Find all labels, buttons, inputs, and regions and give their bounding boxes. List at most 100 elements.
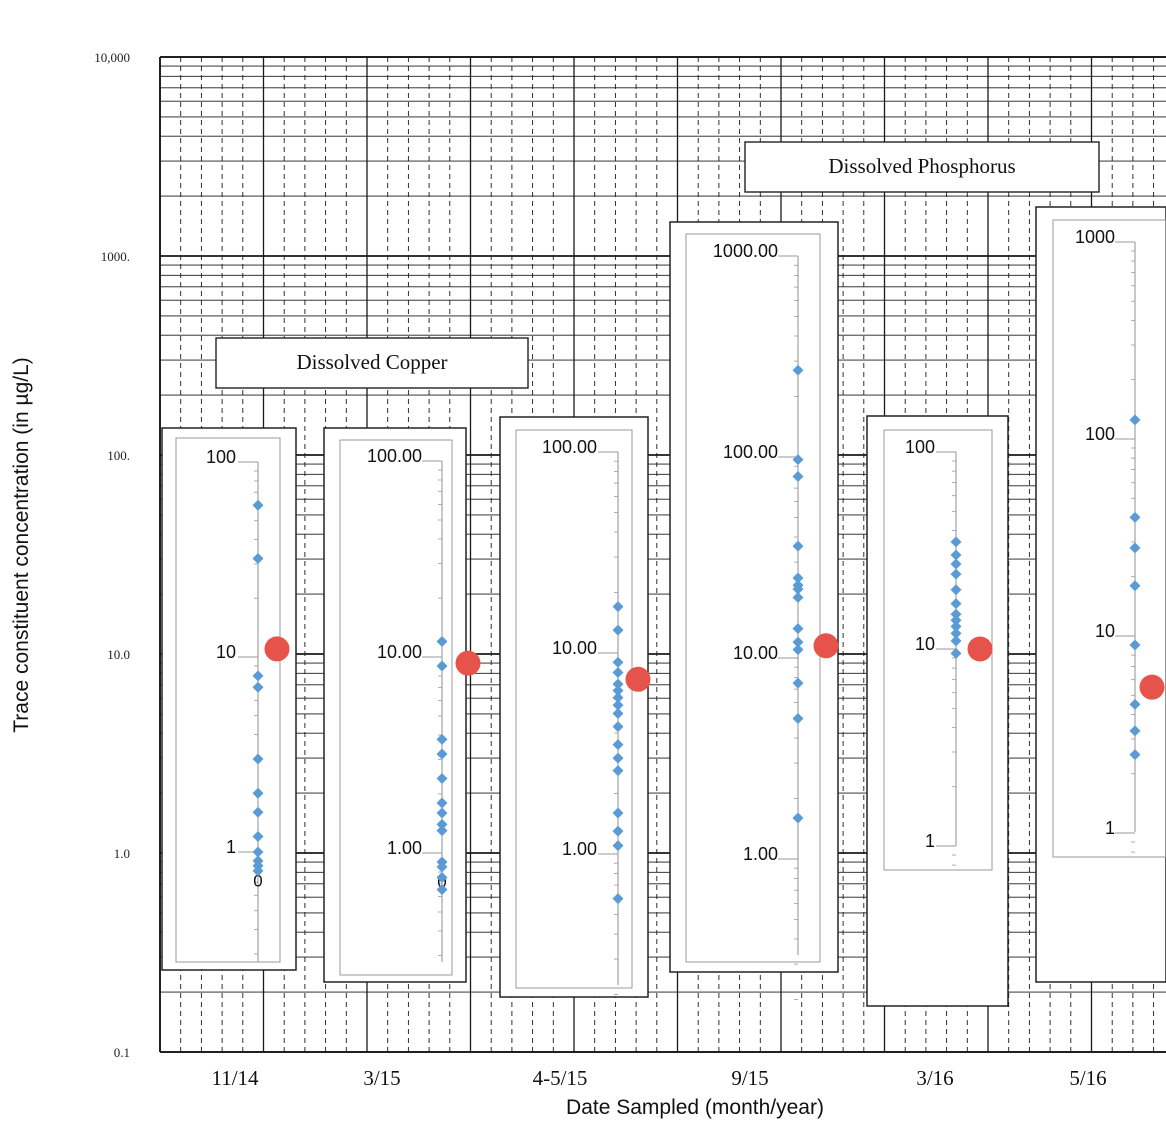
data-point: [792, 713, 804, 725]
x-axis-title: Date Sampled (month/year): [566, 1096, 824, 1119]
inset-plot-area: [1052, 219, 1166, 858]
data-point: [792, 572, 804, 584]
data-point: [950, 627, 962, 639]
x-tick-label: 11/14: [211, 1066, 259, 1090]
data-point: [436, 733, 448, 745]
highlight-point: [455, 650, 481, 676]
data-point: [436, 861, 448, 873]
data-point: [612, 840, 624, 852]
data-point: [1129, 542, 1141, 554]
inset-tick-label: 10.00: [377, 642, 422, 662]
y-tick-label: 0.1: [114, 1045, 130, 1060]
data-point: [612, 656, 624, 668]
data-point: [792, 812, 804, 824]
data-point: [436, 660, 448, 672]
data-point: [252, 787, 264, 799]
data-point: [252, 831, 264, 843]
inset-panel: [669, 221, 839, 973]
inset-tick-label: 100.00: [367, 446, 422, 466]
inset-panel: [499, 416, 649, 998]
data-point: [612, 666, 624, 678]
data-point: [950, 558, 962, 570]
y-axis-title: Trace constituent concentration (in µg/L…: [10, 357, 33, 733]
data-point: [950, 621, 962, 633]
data-point: [1129, 698, 1141, 710]
inset-tick-label: 1000: [1075, 227, 1115, 247]
highlight-point: [264, 636, 290, 662]
data-point: [612, 807, 624, 819]
group-label-box: [744, 141, 1100, 193]
data-point: [950, 549, 962, 561]
data-point: [252, 753, 264, 765]
data-point: [252, 670, 264, 682]
highlight-point: [813, 633, 839, 659]
data-point: [612, 765, 624, 777]
inset-panel: [161, 427, 297, 971]
highlight-point: [967, 636, 993, 662]
inset-tick-label: 100: [1085, 424, 1115, 444]
data-point: [612, 752, 624, 764]
inset-tick-label: 1: [925, 831, 935, 851]
data-point: [792, 644, 804, 656]
inset-tick-label: 1.00: [562, 839, 597, 859]
inset-panel: [323, 427, 467, 983]
inset-plot-area: [685, 233, 821, 963]
data-point: [436, 635, 448, 647]
data-point: [436, 772, 448, 784]
inset-panel: [866, 415, 1009, 1007]
group-label: Dissolved Phosphorus: [828, 154, 1015, 178]
data-point: [1129, 511, 1141, 523]
inset-tick-label: 100.00: [542, 437, 597, 457]
inset-tick-label: 100.00: [723, 442, 778, 462]
data-point: [612, 678, 624, 690]
inset-plot-area: [339, 439, 453, 976]
inset-tick-label: 10.00: [552, 638, 597, 658]
data-point: [436, 825, 448, 837]
data-point: [950, 614, 962, 626]
y-tick-label: 10,000: [94, 50, 130, 65]
x-tick-label: 3/16: [916, 1066, 953, 1090]
data-point: [612, 624, 624, 636]
x-tick-label: 3/15: [363, 1066, 400, 1090]
data-point: [792, 583, 804, 595]
inset-tick-label: 100: [905, 437, 935, 457]
y-tick-label: 1000.: [101, 249, 130, 264]
data-point: [612, 601, 624, 613]
inset-tick-label: 0: [253, 871, 262, 890]
data-point: [612, 721, 624, 733]
data-point: [792, 470, 804, 482]
data-point: [1129, 414, 1141, 426]
data-point: [252, 806, 264, 818]
data-point: [792, 364, 804, 376]
group-label-box: [215, 337, 529, 389]
inset-tick-label: 1: [226, 837, 236, 857]
data-point: [252, 499, 264, 511]
data-point: [1129, 749, 1141, 761]
data-point: [1129, 639, 1141, 651]
y-tick-label: 10.0: [107, 647, 130, 662]
x-tick-label: 9/15: [731, 1066, 768, 1090]
inset-tick-label: 100: [206, 447, 236, 467]
inset-plot-area: [515, 429, 633, 989]
data-point: [252, 552, 264, 564]
data-point: [792, 591, 804, 603]
data-point: [612, 708, 624, 720]
data-point: [436, 748, 448, 760]
inset-panel: [1035, 206, 1166, 983]
data-point: [950, 635, 962, 647]
data-point: [950, 598, 962, 610]
data-point: [792, 540, 804, 552]
data-point: [1129, 725, 1141, 737]
data-point: [612, 685, 624, 697]
data-point: [792, 454, 804, 466]
data-point: [612, 825, 624, 837]
data-point: [950, 647, 962, 659]
inset-plot-area: [175, 437, 281, 963]
data-point: [436, 818, 448, 830]
inset-tick-label: 10: [216, 642, 236, 662]
x-tick-label: 5/16: [1069, 1066, 1106, 1090]
y-tick-label: 100.: [107, 448, 130, 463]
data-point: [1129, 580, 1141, 592]
